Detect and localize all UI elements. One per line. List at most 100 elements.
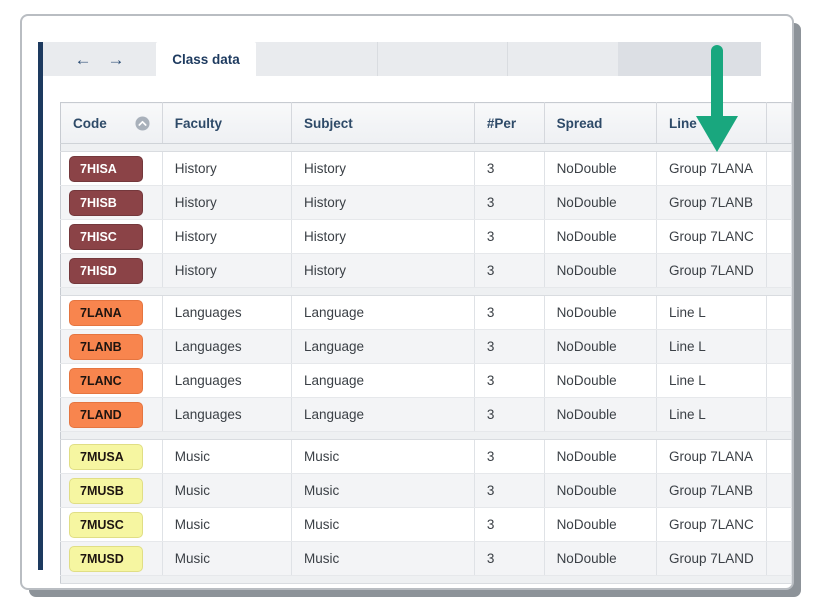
cell-faculty: History <box>162 185 292 220</box>
cell-spacer <box>766 295 793 330</box>
group-separator-row <box>60 287 792 296</box>
cell-spacer <box>766 363 793 398</box>
cell-code: 7MUSC <box>60 507 163 542</box>
cell-spread: NoDouble <box>544 329 657 364</box>
group-separator-row <box>60 431 792 440</box>
left-accent-bar <box>38 42 43 570</box>
cell-spread: NoDouble <box>544 507 657 542</box>
table-row[interactable]: 7MUSD Music Music 3 NoDouble Group 7LAND <box>60 541 793 576</box>
cell-spacer <box>766 253 793 288</box>
column-header-spread[interactable]: Spread <box>544 102 657 144</box>
table-row[interactable]: 7HISD History History 3 NoDouble Group 7LAND <box>60 253 793 288</box>
table-row[interactable]: 7MUSA Music Music 3 NoDouble Group 7LANA <box>60 439 793 474</box>
cell-line: Line L <box>656 329 767 364</box>
group-separator-row <box>60 143 792 152</box>
class-code-badge: 7MUSA <box>69 443 143 470</box>
group-separator <box>60 431 792 440</box>
cell-code: 7MUSB <box>60 473 163 508</box>
column-header-spacer <box>766 102 793 144</box>
cell-faculty: History <box>162 219 292 254</box>
cell-line: Line L <box>656 295 767 330</box>
column-header-code[interactable]: Code <box>60 102 163 144</box>
table-row[interactable]: 7HISC History History 3 NoDouble Group 7LANC <box>60 219 793 254</box>
tab-bar: ← → Class data <box>43 42 761 76</box>
table-row[interactable]: 7LAND Languages Language 3 NoDouble Line L <box>60 397 793 432</box>
cell-per: 3 <box>474 219 545 254</box>
table-header: Code Faculty Subject #Per Spread Line <box>60 102 793 144</box>
cell-faculty: Music <box>162 473 292 508</box>
tab-bar-empty-segment-2 <box>378 42 508 76</box>
cell-spacer <box>766 439 793 474</box>
table-row[interactable]: 7HISA History History 3 NoDouble Group 7LANA <box>60 151 793 186</box>
nav-arrows: ← → <box>43 42 156 76</box>
cell-spread: NoDouble <box>544 219 657 254</box>
cell-faculty: Music <box>162 507 292 542</box>
cell-spread: NoDouble <box>544 185 657 220</box>
sort-ascending-icon[interactable] <box>135 115 150 131</box>
cell-line: Group 7LANB <box>656 185 767 220</box>
class-data-table: Code Faculty Subject #Per Spread Line 7HISA Hi… <box>60 102 793 584</box>
table-row[interactable]: 7HISB History History 3 NoDouble Group 7LANB <box>60 185 793 220</box>
forward-arrow-icon[interactable]: → <box>107 49 125 69</box>
cell-subject: Language <box>291 329 475 364</box>
column-header-per[interactable]: #Per <box>474 102 545 144</box>
cell-faculty: Languages <box>162 329 292 364</box>
cell-per: 3 <box>474 439 545 474</box>
column-header-faculty[interactable]: Faculty <box>162 102 292 144</box>
cell-subject: Music <box>291 473 475 508</box>
cell-spread: NoDouble <box>544 363 657 398</box>
header-row: Code Faculty Subject #Per Spread Line <box>60 102 793 144</box>
class-code-badge: 7MUSD <box>69 545 143 572</box>
cell-faculty: Languages <box>162 363 292 398</box>
column-header-line[interactable]: Line <box>656 102 767 144</box>
cell-spread: NoDouble <box>544 295 657 330</box>
column-label: Subject <box>303 115 353 131</box>
table-row[interactable]: 7LANA Languages Language 3 NoDouble Line L <box>60 295 793 330</box>
cell-spread: NoDouble <box>544 151 657 186</box>
cell-faculty: Music <box>162 541 292 576</box>
cell-line: Group 7LANC <box>656 507 767 542</box>
back-arrow-icon[interactable]: ← <box>74 49 92 69</box>
column-header-subject[interactable]: Subject <box>291 102 475 144</box>
cell-line: Group 7LAND <box>656 253 767 288</box>
cell-spacer <box>766 507 793 542</box>
cell-code: 7HISB <box>60 185 163 220</box>
cell-subject: History <box>291 219 475 254</box>
table-body: 7HISA History History 3 NoDouble Group 7LANA 7… <box>60 143 793 584</box>
class-code-badge: 7LAND <box>69 401 143 428</box>
column-label: Line <box>668 115 697 131</box>
column-label: Faculty <box>174 115 223 131</box>
cell-faculty: History <box>162 253 292 288</box>
app-window: ← → Class data Code Faculty Subject #Per Spr… <box>20 14 794 590</box>
table-row[interactable]: 7LANB Languages Language 3 NoDouble Line L <box>60 329 793 364</box>
cell-per: 3 <box>474 541 545 576</box>
cell-spacer <box>766 541 793 576</box>
cell-code: 7HISA <box>60 151 163 186</box>
cell-line: Group 7LAND <box>656 541 767 576</box>
tab-class-data[interactable]: Class data <box>156 42 256 76</box>
cell-per: 3 <box>474 185 545 220</box>
cell-faculty: History <box>162 151 292 186</box>
cell-subject: Music <box>291 439 475 474</box>
table-row[interactable]: 7MUSC Music Music 3 NoDouble Group 7LANC <box>60 507 793 542</box>
class-code-badge: 7MUSB <box>69 477 143 504</box>
cell-code: 7MUSD <box>60 541 163 576</box>
cell-subject: History <box>291 185 475 220</box>
cell-spacer <box>766 219 793 254</box>
column-label: Code <box>73 115 107 131</box>
cell-faculty: Languages <box>162 397 292 432</box>
class-code-badge: 7LANB <box>69 333 143 360</box>
cell-line: Group 7LANC <box>656 219 767 254</box>
cell-line: Group 7LANA <box>656 151 767 186</box>
class-code-badge: 7MUSC <box>69 511 143 538</box>
class-code-badge: 7HISD <box>69 257 143 284</box>
class-code-badge: 7HISB <box>69 189 143 216</box>
class-code-badge: 7LANA <box>69 299 143 326</box>
cell-subject: Language <box>291 295 475 330</box>
cell-code: 7LANB <box>60 329 163 364</box>
tab-bar-dark-segment <box>618 42 761 76</box>
table-row[interactable]: 7LANC Languages Language 3 NoDouble Line L <box>60 363 793 398</box>
table-row[interactable]: 7MUSB Music Music 3 NoDouble Group 7LANB <box>60 473 793 508</box>
cell-subject: Language <box>291 397 475 432</box>
cell-subject: Language <box>291 363 475 398</box>
